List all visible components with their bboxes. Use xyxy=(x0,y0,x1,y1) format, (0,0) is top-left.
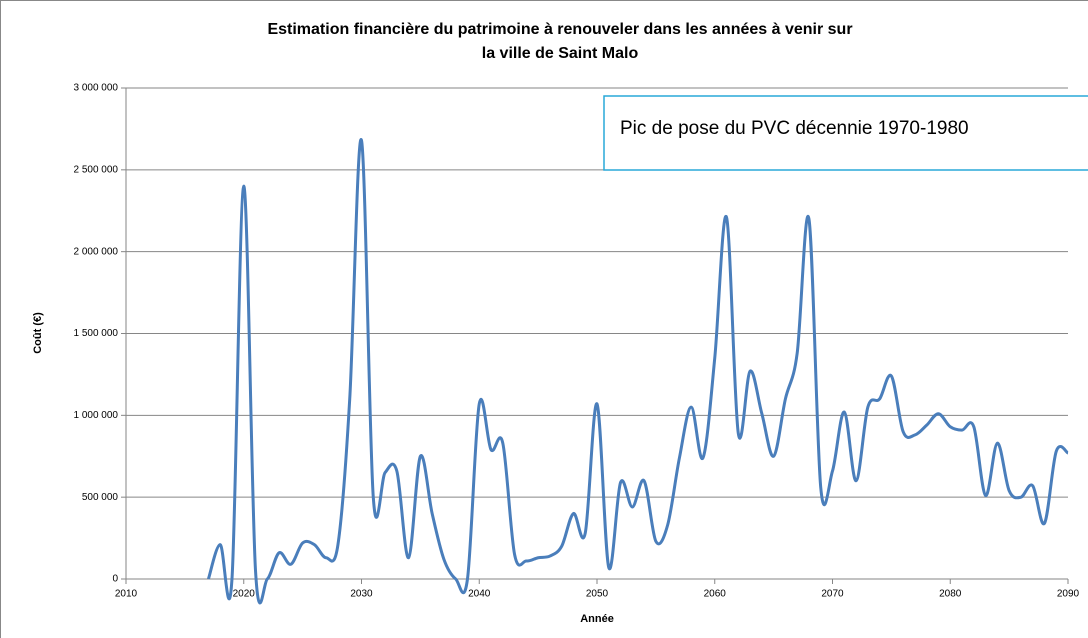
x-tick-label: 2040 xyxy=(468,589,491,600)
x-tick-label: 2020 xyxy=(233,589,256,600)
y-tick-label: 2 500 000 xyxy=(74,164,119,175)
x-tick-label: 2030 xyxy=(350,589,373,600)
y-tick-label: 3 000 000 xyxy=(74,83,119,94)
x-tick-label: 2090 xyxy=(1057,589,1080,600)
y-tick-label: 0 xyxy=(112,574,118,585)
annotation-box xyxy=(603,95,1088,171)
y-tick-label: 500 000 xyxy=(82,492,119,503)
plot-area: 0 500 000 1 000 000 1 500 000 2 000 000 2 500… xyxy=(74,83,1080,605)
annotation: Pic de pose du PVC décennie 1970-1980 xyxy=(620,118,969,139)
x-tick-label: 2060 xyxy=(704,589,727,600)
chart-subtitle: la ville de Saint Malo xyxy=(482,45,639,62)
y-tick-label: 1 000 000 xyxy=(74,410,119,421)
x-axis-title: Année xyxy=(580,613,614,625)
x-tick-label: 2050 xyxy=(586,589,609,600)
x-tick-label: 2010 xyxy=(115,589,138,600)
y-tick-label: 1 500 000 xyxy=(74,328,119,339)
chart-title: Estimation financière du patrimoine à re… xyxy=(267,21,852,38)
y-tick-label: 2 000 000 xyxy=(74,246,119,257)
y-axis-title: Coût (€) xyxy=(32,312,44,354)
data-line xyxy=(206,138,1069,605)
x-tick-label: 2080 xyxy=(939,589,962,600)
x-tick-label: 2070 xyxy=(821,589,844,600)
